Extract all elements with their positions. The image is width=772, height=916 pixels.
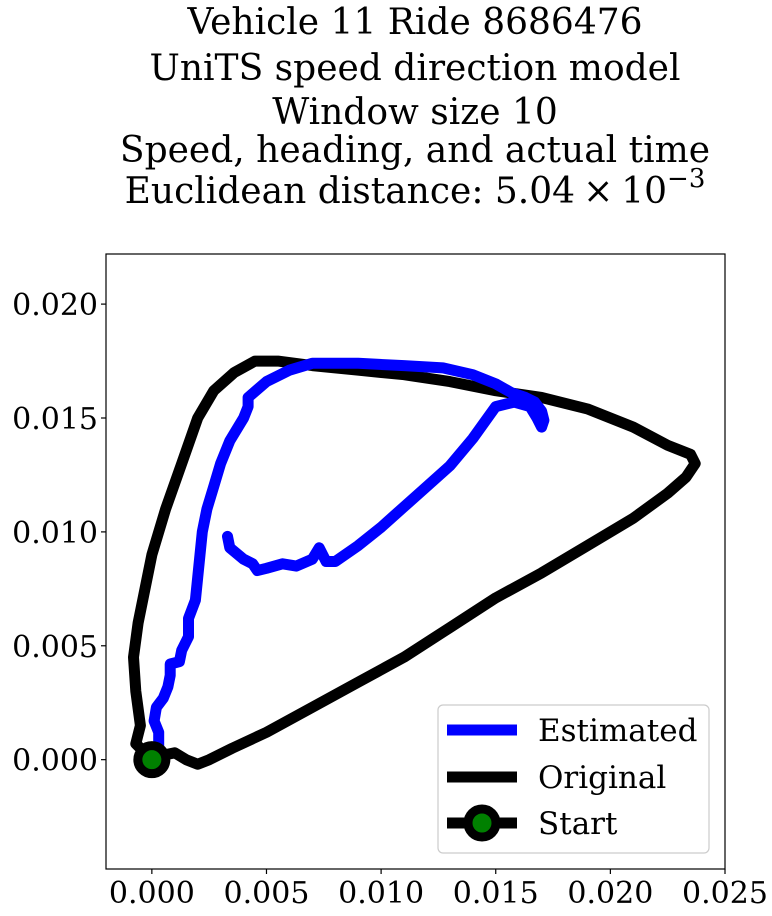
title-line-3: Window size 10 [272,92,558,133]
title-distance-base: 10 [621,171,667,212]
title-distance-exponent: −3 [667,164,705,194]
x-tick-label: 0.000 [109,876,195,911]
legend-start-marker [463,804,501,842]
y-tick-label: 0.020 [12,288,98,323]
legend: Estimated Original Start [437,704,710,854]
x-tick-label: 0.015 [453,876,539,911]
y-tick-label: 0.000 [12,744,98,779]
x-tick-label: 0.005 [224,876,310,911]
series-layer [128,355,701,770]
legend-box [437,704,710,854]
x-tick-label: 0.025 [682,876,768,911]
legend-estimated-label: Estimated [538,713,697,749]
legend-start-label: Start [538,806,618,842]
start-marker [133,741,171,779]
title-line-4: Speed, heading, and actual time [120,130,710,171]
title-distance-prefix: Euclidean distance: 5.04 [125,171,575,212]
title-line-2: UniTS speed direction model [150,48,681,89]
series-line-original [128,355,701,770]
title-distance-times: × [583,171,613,212]
chart-title: Vehicle 11 Ride 8686476 UniTS speed dire… [120,2,710,212]
legend-original-label: Original [538,760,666,796]
y-tick-label: 0.010 [12,516,98,551]
x-tick-label: 0.020 [567,876,653,911]
y-tick-label: 0.015 [12,402,98,437]
x-axis: 0.000 0.005 0.010 0.015 0.020 0.025 [109,869,768,911]
title-line-1: Vehicle 11 Ride 8686476 [186,2,642,43]
title-line-5: Euclidean distance: 5.04 × 10−3 [125,164,706,212]
series-line-estimated [146,357,550,766]
y-axis: 0.000 0.005 0.010 0.015 0.020 [12,288,106,779]
y-tick-label: 0.005 [12,630,98,665]
start-layer [133,741,171,779]
x-tick-label: 0.010 [338,876,424,911]
